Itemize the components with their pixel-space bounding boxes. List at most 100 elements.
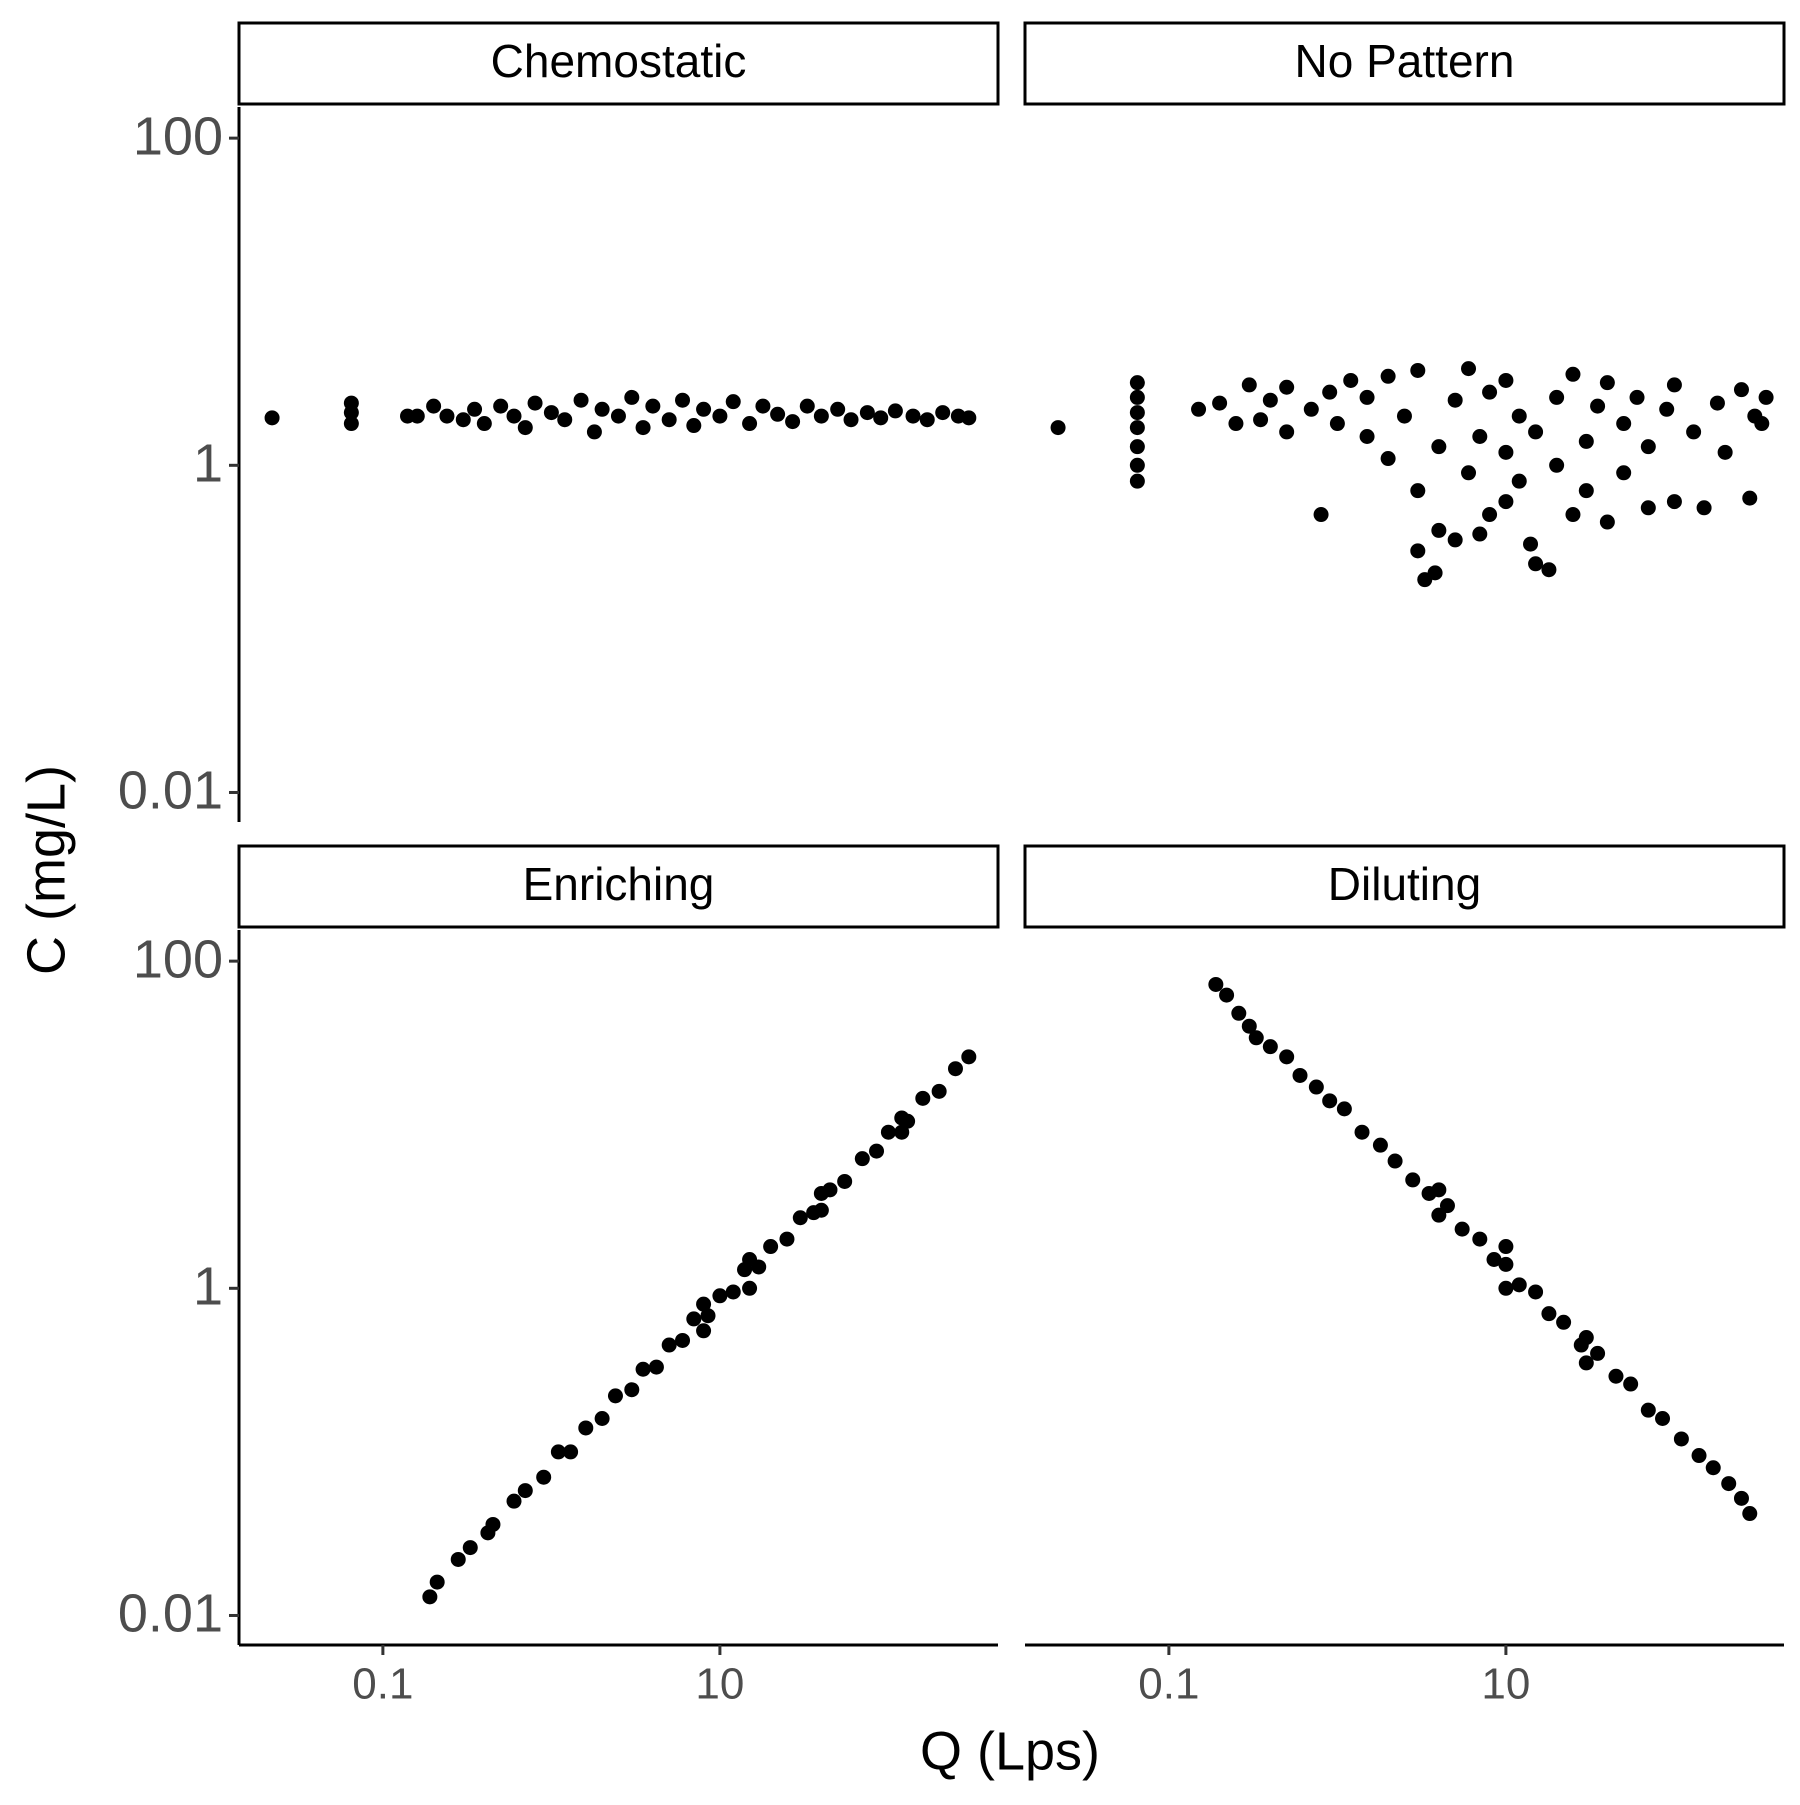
point: [1629, 389, 1645, 405]
point: [485, 1516, 501, 1532]
x-tick-label: 10: [1481, 1660, 1530, 1709]
point: [563, 1444, 579, 1460]
point: [1742, 490, 1758, 506]
point: [1472, 1231, 1488, 1247]
point: [880, 1124, 896, 1140]
point: [1241, 377, 1257, 393]
y-tick-label: 100: [133, 929, 223, 989]
point: [557, 412, 573, 428]
point: [1549, 389, 1565, 405]
strip: [1023, 844, 1786, 929]
point: [1717, 444, 1733, 460]
point: [1673, 1431, 1689, 1447]
point: [1461, 361, 1477, 377]
point: [1387, 1153, 1403, 1169]
strip: [237, 844, 1000, 929]
point: [1322, 384, 1338, 400]
point: [343, 395, 359, 411]
point: [610, 408, 626, 424]
point: [1691, 1448, 1707, 1464]
point: [1754, 416, 1770, 432]
point: [573, 392, 589, 408]
point: [1454, 1221, 1470, 1237]
point: [751, 1259, 767, 1275]
point: [343, 416, 359, 432]
point: [1279, 424, 1295, 440]
point: [1292, 1067, 1308, 1083]
point: [1640, 1402, 1656, 1418]
point: [1528, 424, 1544, 440]
point: [696, 1323, 712, 1339]
point: [493, 398, 509, 414]
point: [894, 1124, 910, 1140]
point: [1050, 420, 1066, 436]
point: [1511, 473, 1527, 489]
point: [686, 418, 702, 434]
point: [1219, 987, 1235, 1003]
y-tick-label: 100: [133, 106, 223, 166]
point: [1721, 1476, 1737, 1492]
point: [1380, 451, 1396, 467]
point: [661, 412, 677, 428]
point: [1129, 473, 1145, 489]
point: [648, 1359, 664, 1375]
point: [1733, 1490, 1749, 1506]
x-axis-title: Q (Lps): [920, 1721, 1100, 1781]
point: [675, 392, 691, 408]
y-tick-label: 1: [193, 434, 223, 494]
x-tick-label: 0.1: [1138, 1660, 1199, 1709]
point: [742, 416, 758, 432]
point: [1666, 377, 1682, 393]
point: [426, 398, 442, 414]
point: [645, 398, 661, 414]
point: [635, 1361, 651, 1377]
point: [1498, 1280, 1514, 1296]
point: [1262, 392, 1278, 408]
point: [1498, 1239, 1514, 1255]
point: [696, 401, 712, 417]
point: [624, 389, 640, 405]
point: [919, 412, 935, 428]
point: [1241, 1018, 1257, 1034]
point: [742, 1280, 758, 1296]
point: [624, 1382, 640, 1398]
point: [1640, 500, 1656, 516]
strip: [237, 21, 1000, 106]
point: [1498, 494, 1514, 510]
point: [1359, 389, 1375, 405]
point: [843, 412, 859, 428]
point: [900, 1113, 916, 1129]
point: [1431, 439, 1447, 455]
y-tick-label: 0.01: [118, 761, 223, 821]
point: [1541, 1306, 1557, 1322]
point: [1599, 375, 1615, 391]
y-axis-title: C (mg/L): [16, 765, 76, 975]
point: [517, 1483, 533, 1499]
point: [550, 1444, 566, 1460]
point: [1528, 1284, 1544, 1300]
point: [1405, 1172, 1421, 1188]
point: [429, 1574, 445, 1590]
point: [799, 398, 815, 414]
point: [578, 1420, 594, 1436]
point: [1565, 507, 1581, 523]
point: [594, 401, 610, 417]
point: [859, 405, 875, 421]
point: [1129, 439, 1145, 455]
point: [915, 1090, 931, 1106]
point: [1472, 429, 1488, 445]
point: [869, 1143, 885, 1159]
point: [1313, 507, 1329, 523]
point: [1733, 382, 1749, 398]
point: [813, 408, 829, 424]
point: [476, 416, 492, 432]
point: [1705, 1460, 1721, 1476]
point: [792, 1210, 808, 1226]
y-tick-label: 1: [193, 1257, 223, 1317]
point: [422, 1589, 438, 1605]
point: [712, 408, 728, 424]
point: [1461, 465, 1477, 481]
point: [635, 420, 651, 436]
point: [1308, 1079, 1324, 1095]
y-tick-label: 0.01: [118, 1584, 223, 1644]
